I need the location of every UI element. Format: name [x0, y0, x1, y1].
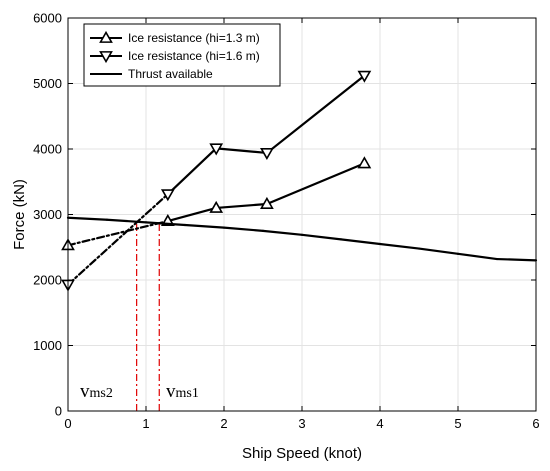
series-2-segment	[215, 147, 268, 155]
x-tick-label: 4	[376, 416, 383, 431]
legend-marker	[99, 30, 113, 43]
series-3-segment	[261, 229, 304, 236]
series-layer	[61, 70, 538, 292]
y-tick-label: 0	[55, 404, 62, 419]
series-1-point	[357, 156, 372, 169]
series-3-segment	[183, 223, 226, 229]
series-3-segment	[222, 226, 265, 232]
legend: Ice resistance (hi=1.3 m) Ice resistance …	[83, 23, 281, 87]
series-2	[61, 70, 372, 292]
annotation-label-ms1: vms1	[166, 381, 199, 402]
series-1-segment	[166, 206, 218, 223]
series-1-point	[209, 200, 224, 213]
y-tick-label: 4000	[33, 142, 62, 157]
legend-label: Ice resistance (hi=1.6 m)	[128, 49, 260, 63]
series-2-point	[160, 189, 175, 202]
x-tick-label: 2	[220, 416, 227, 431]
series-3-segment	[144, 221, 187, 227]
x-tick-label: 5	[454, 416, 461, 431]
series-2-segment	[265, 74, 366, 155]
series-2-segment	[66, 193, 169, 286]
series-2-segment	[166, 147, 218, 196]
y-tick-label: 6000	[33, 11, 62, 26]
annotation-layer: vms2 vms1	[80, 222, 199, 411]
legend-label: Ice resistance (hi=1.3 m)	[128, 31, 260, 45]
x-tick-label: 0	[64, 416, 71, 431]
x-axis-title: Ship Speed (knot)	[242, 445, 362, 462]
series-2-point	[357, 70, 372, 83]
series-2-point	[260, 148, 274, 161]
plot-frame	[67, 17, 537, 412]
series-1-segment	[215, 202, 268, 210]
legend-marker	[99, 51, 113, 64]
series-3-segment	[456, 252, 499, 261]
y-tick-label: 2000	[33, 273, 62, 288]
series-3-segment	[66, 216, 109, 221]
series-1-segment	[265, 162, 366, 206]
y-tick-label: 3000	[33, 207, 62, 222]
series-3-segment	[339, 238, 382, 246]
x-tick-label: 3	[298, 416, 305, 431]
series-3-segment	[495, 257, 538, 262]
x-tick-label: 1	[142, 416, 149, 431]
series-1	[61, 156, 372, 251]
legend-label: Thrust available	[128, 67, 213, 81]
series-3-segment	[105, 218, 148, 224]
annotation-label-ms2: vms2	[80, 381, 113, 402]
y-axis-title: Force (kN)	[11, 179, 28, 250]
y-tick-label: 1000	[33, 338, 62, 353]
series-3-segment	[300, 233, 343, 241]
x-tick-label: 6	[532, 416, 539, 431]
series-1-point	[260, 196, 274, 209]
series-3-segment	[378, 242, 421, 250]
series-3-segment	[417, 247, 460, 255]
y-tick-label: 5000	[33, 76, 62, 91]
tick-layer: 0 1 2 3 4 5 6 0 1000 2000 3000 4000 5000 6000	[33, 11, 540, 432]
series-1-segment	[66, 219, 169, 247]
series-3	[66, 216, 538, 262]
series-2-point	[209, 143, 224, 156]
